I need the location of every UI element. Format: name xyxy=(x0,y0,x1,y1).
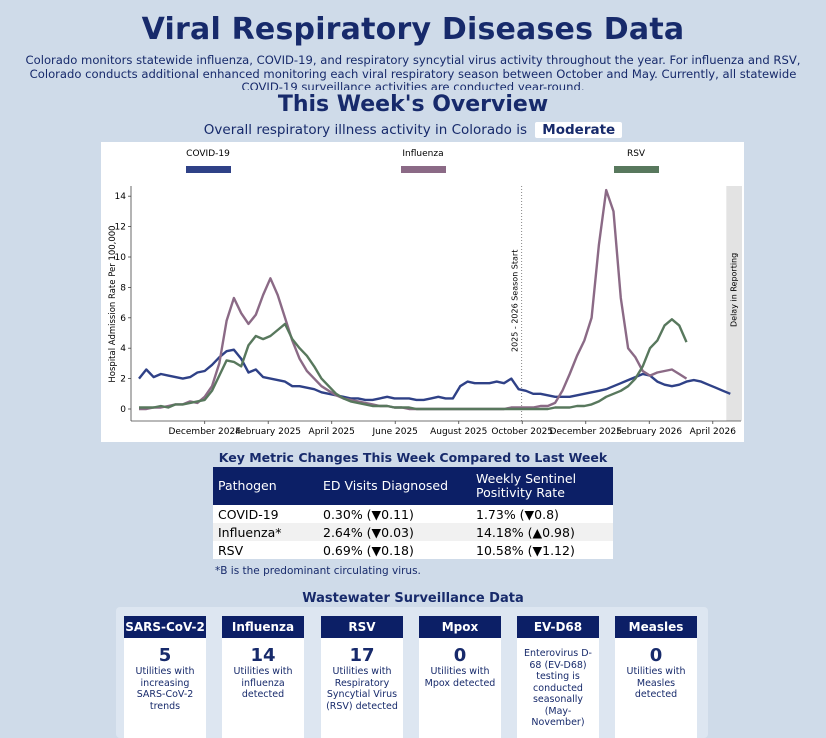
y-tick-label: 10 xyxy=(115,253,127,263)
card-label: EV-D68 xyxy=(517,616,599,638)
ed-visits-cell: 2.64% (▼0.03) xyxy=(318,523,471,541)
intro-text: Colorado monitors statewide influenza, C… xyxy=(25,54,801,90)
card-description: Utilities with increasing SARS-CoV-2 tre… xyxy=(135,666,195,712)
wastewater-card-influenza[interactable]: Influenza 14 Utilities with influenza de… xyxy=(222,616,304,738)
y-axis-label: Hospital Admission Rate Per 100,000 xyxy=(108,225,118,382)
x-tick-label: February 2025 xyxy=(235,427,301,437)
wastewater-panel xyxy=(116,607,708,738)
predominant-virus-footnote: *B is the predominant circulating virus. xyxy=(215,565,421,577)
table-row: Influenza* 2.64% (▼0.03) 14.18% (▲0.98) xyxy=(213,523,613,541)
card-label: SARS-CoV-2 xyxy=(124,616,206,638)
activity-level-badge: Moderate xyxy=(535,122,623,138)
pathogen-cell: RSV xyxy=(213,541,318,559)
card-description: Utilities with Mpox detected xyxy=(424,666,496,689)
wastewater-card-measles[interactable]: Measles 0 Utilities with Measles detecte… xyxy=(615,616,697,738)
ed-visits-cell: 0.69% (▼0.18) xyxy=(318,541,471,559)
overview-heading: This Week's Overview xyxy=(277,92,549,117)
reporting-delay-region xyxy=(726,186,742,421)
wastewater-card-sars-cov-2[interactable]: SARS-CoV-2 5 Utilities with increasing S… xyxy=(124,616,206,738)
pathogen-cell: Influenza* xyxy=(213,523,318,541)
legend-swatch xyxy=(401,166,446,173)
y-tick-label: 6 xyxy=(120,314,126,324)
key-metrics-table: Pathogen ED Visits Diagnosed Weekly Sent… xyxy=(213,467,613,559)
key-metrics-title: Key Metric Changes This Week Compared to… xyxy=(218,450,608,465)
header-positivity: Weekly Sentinel Positivity Rate xyxy=(471,467,613,505)
table-row: RSV 0.69% (▼0.18) 10.58% (▼1.12) xyxy=(213,541,613,559)
pathogen-cell: COVID-19 xyxy=(213,505,318,523)
wastewater-card-ev-d68[interactable]: EV-D68 Enterovirus D-68 (EV-D68) testing… xyxy=(517,616,599,738)
x-tick-label: April 2026 xyxy=(690,427,737,437)
legend-label: Influenza xyxy=(402,149,443,159)
wastewater-card-mpox[interactable]: Mpox 0 Utilities with Mpox detected xyxy=(419,616,501,738)
header-pathogen: Pathogen xyxy=(213,467,318,505)
wastewater-card-rsv[interactable]: RSV 17 Utilities with Respiratory Syncyt… xyxy=(321,616,403,738)
card-label: Measles xyxy=(615,616,697,638)
x-tick-label: October 2025 xyxy=(491,427,553,437)
card-label: RSV xyxy=(321,616,403,638)
series-line-influenza xyxy=(139,188,688,411)
key-metrics-header-row: Pathogen ED Visits Diagnosed Weekly Sent… xyxy=(213,467,613,505)
legend-label: RSV xyxy=(627,149,646,159)
header-ed-visits: ED Visits Diagnosed xyxy=(318,467,471,505)
legend-label: COVID-19 xyxy=(186,149,230,159)
x-tick-label: February 2026 xyxy=(616,427,682,437)
series-line-rsv xyxy=(139,318,688,411)
positivity-cell: 14.18% (▲0.98) xyxy=(471,523,613,541)
y-tick-label: 14 xyxy=(115,192,127,202)
card-number: 0 xyxy=(649,645,663,666)
table-row: COVID-19 0.30% (▼0.11) 1.73% (▼0.8) xyxy=(213,505,613,523)
y-tick-label: 8 xyxy=(120,283,126,293)
series-line-covid-19 xyxy=(138,348,731,402)
x-tick-label: December 2025 xyxy=(550,427,622,437)
positivity-cell: 1.73% (▼0.8) xyxy=(471,505,613,523)
reporting-delay-label: Delay in Reporting xyxy=(729,253,738,327)
positivity-cell: 10.58% (▼1.12) xyxy=(471,541,613,559)
wastewater-title: Wastewater Surveillance Data xyxy=(302,591,524,606)
y-tick-label: 12 xyxy=(115,223,126,233)
card-description: Utilities with Respiratory Syncytial Vir… xyxy=(326,666,398,712)
card-description: Enterovirus D-68 (EV-D68) testing is con… xyxy=(523,648,592,728)
x-tick-label: December 2024 xyxy=(168,427,241,437)
card-number: 14 xyxy=(250,645,276,666)
season-start-label: 2025 - 2026 Season Start xyxy=(511,250,520,352)
hospital-admission-chart[interactable]: Delay in Reporting 2025 - 2026 Season Sta… xyxy=(101,142,744,442)
x-tick-label: June 2025 xyxy=(372,427,418,437)
card-number: 5 xyxy=(158,645,172,666)
card-number: 17 xyxy=(349,645,375,666)
activity-statement: Overall respiratory illness activity in … xyxy=(0,122,826,138)
activity-prefix: Overall respiratory illness activity in … xyxy=(203,122,527,138)
chart-svg: Delay in Reporting 2025 - 2026 Season Sta… xyxy=(108,149,742,437)
card-number: 0 xyxy=(453,645,467,666)
y-tick-label: 0 xyxy=(120,405,126,415)
page-title: Viral Respiratory Diseases Data xyxy=(141,12,685,47)
x-tick-label: August 2025 xyxy=(430,427,487,437)
card-description: Utilities with influenza detected xyxy=(233,666,293,700)
card-label: Influenza xyxy=(222,616,304,638)
x-tick-label: April 2025 xyxy=(309,427,355,437)
legend-swatch xyxy=(614,166,659,173)
y-tick-label: 2 xyxy=(120,375,126,385)
ed-visits-cell: 0.30% (▼0.11) xyxy=(318,505,471,523)
legend-swatch xyxy=(186,166,231,173)
y-tick-label: 4 xyxy=(120,344,126,354)
card-description: Utilities with Measles detected xyxy=(626,666,686,700)
card-label: Mpox xyxy=(419,616,501,638)
